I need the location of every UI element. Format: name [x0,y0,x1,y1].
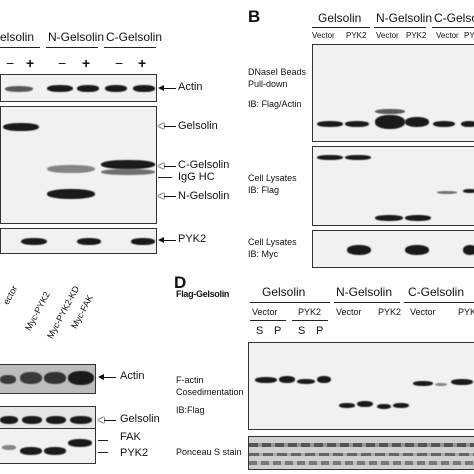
b-group-gelsolin: Gelsolin [318,11,362,25]
label-gelsolin: Gelsolin [178,120,218,132]
panel-b-letter: B [248,7,261,26]
label-igg: IgG HC [178,171,215,183]
b-lane-2: PYK2 [346,31,367,40]
d-sp-3: S [298,325,306,337]
blot-b-pulldown [312,44,474,142]
b-group-c-gelsolin: C-Gelso [434,11,474,25]
label-c-gelsolin: C-Gelsolin [178,159,230,171]
d-sp-2: P [274,325,282,337]
b-group-n-gelsolin: N-Gelsolin [376,11,433,25]
blot-c-actin [0,364,96,394]
c-label-pyk2: PYK2 [120,447,149,459]
d-row1-label-c: IB:Flag [176,405,205,415]
b-lane-3: Vector [376,31,399,40]
label-actin: Actin [178,81,203,93]
blot-b-lysates-flag [312,146,474,226]
d-sp-4: P [316,325,324,337]
b-row3-label-a: Cell Lysates [248,237,297,247]
blot-b-lysates-myc [312,230,474,268]
d-sub-3: Vector [336,307,362,317]
c-label-gelsolin: Gelsolin [120,413,160,425]
d-group-n-gelsolin: N-Gelsolin [336,285,393,299]
b-row1-label-c: IB: Flag/Actin [248,99,302,109]
d-row1-label-a: F-actin [176,375,204,385]
d-row1-label-b: Cosedimentation [176,387,244,397]
c-lane-1: ector [1,283,20,307]
c-lane-2: Myc-PYK2 [23,289,52,333]
d-row2-label: Ponceau S stain [176,447,242,457]
sign-3: − [58,55,67,71]
sign-1: − [6,55,15,71]
d-sub-5: Vector [410,307,436,317]
d-sub-2: PYK2 [298,307,322,317]
label-n-gelsolin: N-Gelsolin [178,190,230,202]
b-row1-label-a: DNaseI Beads [248,67,307,77]
d-sub-1: Vector [252,307,278,317]
label-pyk2: PYK2 [178,233,207,245]
blot-c-fak-pyk2 [0,428,96,464]
b-row1-label-b: Pull-down [248,79,288,89]
blot-d-ponceau [248,436,474,470]
d-sub-4: PYK2 [378,307,402,317]
c-gelsolin-arrow [104,420,116,421]
blot-a-actin [0,74,157,102]
b-lane-6: PY [464,31,474,40]
d-group-c-gelsolin: C-Gelsolin [408,285,465,299]
c-actin-arrow [98,374,116,380]
panel-d-letter: D [174,273,187,292]
actin-arrow [158,85,176,91]
d-sub-6: PYK [458,307,474,317]
b-lane-5: Vector [436,31,459,40]
b-lane-1: Vector [312,31,335,40]
d-sp-1: S [256,325,264,337]
panel-a-group-gelsolin: elsolin [0,30,35,44]
c-label-actin: Actin [120,370,145,382]
panel-a-group-n-gelsolin: N-Gelsolin [48,30,105,44]
n-gelsolin-arrow [164,196,176,197]
blot-d-cosed [248,342,474,430]
b-row2-label-a: Cell Lysates [248,173,297,183]
d-group-gelsolin: Gelsolin [262,285,306,299]
c-label-fak: FAK [120,431,141,443]
b-row2-label-b: IB: Flag [248,185,280,195]
panel-a-group-c-gelsolin: C-Gelsolin [106,30,163,44]
sign-5: − [115,55,124,71]
c-gelsolin-arrow [164,166,176,167]
gelsolin-arrow [164,126,176,127]
b-row3-label-b: IB: Myc [248,249,279,259]
blot-a-ip [0,106,157,224]
pyk2-arrow [158,237,176,243]
b-lane-4: PYK2 [406,31,427,40]
blot-a-pyk2 [0,228,157,254]
flag-gelsolin-label: Flag-Gelsolin [176,289,230,299]
